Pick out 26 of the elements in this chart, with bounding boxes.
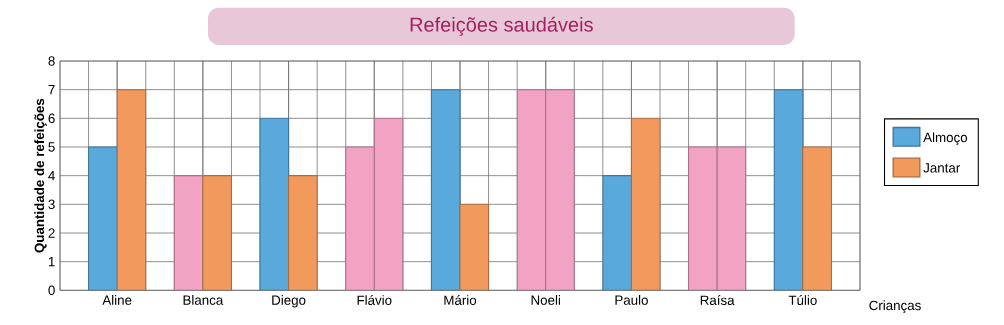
y-tick-label: 2 xyxy=(48,228,55,238)
y-axis-title: Quantidade de refeições xyxy=(34,98,47,253)
y-tick-label: 6 xyxy=(48,113,55,124)
x-tick-label: Blanca xyxy=(183,295,224,305)
y-tick-label: 0 xyxy=(48,285,55,296)
legend-label: Almoço xyxy=(923,132,968,145)
bar xyxy=(802,146,832,291)
legend-label: Jantar xyxy=(923,163,961,173)
x-tick-label: Diego xyxy=(272,295,306,308)
x-tick-label: Paulo xyxy=(615,295,648,305)
x-tick-label: Aline xyxy=(102,295,132,305)
y-tick-label: 8 xyxy=(48,56,55,66)
y-tick-label: 1 xyxy=(48,257,55,267)
x-axis-title: Crianças xyxy=(869,300,921,313)
x-tick-label: Raísa xyxy=(700,295,735,305)
y-tick-label: 3 xyxy=(48,199,55,210)
bar xyxy=(459,203,490,291)
x-tick-label: Túlio xyxy=(788,295,817,305)
x-tick-label: Flávio xyxy=(357,295,392,305)
y-tick-label: 7 xyxy=(48,85,55,95)
x-tick-label: Mário xyxy=(444,295,477,305)
x-tick-label: Noeli xyxy=(531,295,560,305)
bar xyxy=(630,117,661,291)
y-tick-label: 5 xyxy=(48,142,55,152)
chart-title: Refeições saudáveis xyxy=(410,16,593,36)
y-tick-label: 4 xyxy=(48,171,55,181)
